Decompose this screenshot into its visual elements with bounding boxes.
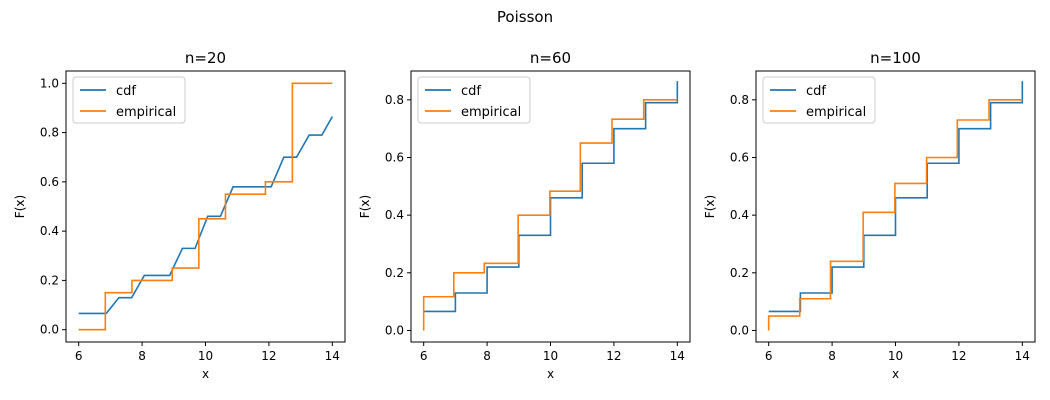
y-tick-label: 0.2 [385, 266, 404, 280]
y-tick-label: 0.8 [40, 126, 59, 140]
y-axis-label: F(x) [358, 195, 372, 218]
x-axis-label: x [547, 367, 554, 381]
y-tick-label: 0.0 [730, 323, 749, 337]
y-tick-label: 0.6 [730, 150, 749, 164]
y-tick-label: 0.8 [730, 93, 749, 107]
x-tick-label: 8 [828, 349, 836, 363]
legend-label-empirical: empirical [116, 105, 176, 120]
series-line-empirical [767, 99, 1023, 331]
y-tick-label: 0.0 [385, 323, 404, 337]
x-tick-label: 14 [325, 349, 340, 363]
y-tick-label: 1.0 [40, 76, 59, 90]
x-tick-label: 12 [606, 349, 621, 363]
x-tick-label: 8 [138, 349, 146, 363]
legend-label-empirical: empirical [461, 105, 521, 120]
x-tick-label: 10 [543, 349, 558, 363]
chart-panel-3: 6 8 10 12 14 0.0 0.2 0.4 0.6 0.8 n=100 x F(x) cdf empi… [703, 49, 1036, 381]
legend-label-empirical: empirical [806, 105, 866, 120]
x-tick-label: 10 [888, 349, 903, 363]
x-tick-label: 10 [198, 349, 213, 363]
figure-suptitle: Poisson [497, 8, 553, 26]
x-tick-label: 8 [483, 349, 491, 363]
panel-title: n=100 [870, 49, 921, 67]
x-tick-label: 12 [951, 349, 966, 363]
x-tick-label: 14 [1015, 349, 1030, 363]
x-axis-label: x [892, 367, 899, 381]
x-tick-label: 6 [765, 349, 773, 363]
y-tick-label: 0.2 [730, 266, 749, 280]
chart-panel-1: 6 8 10 12 14 0.0 0.2 0.4 0.6 0.8 1.0 n=20 x F(x) cdf em… [13, 49, 346, 381]
legend: cdf empirical [417, 76, 531, 124]
y-tick-label: 0.6 [40, 175, 59, 189]
y-axis-label: F(x) [703, 195, 717, 218]
series-line-empirical [78, 82, 333, 331]
y-tick-label: 0.8 [385, 93, 404, 107]
panel-title: n=60 [530, 49, 571, 67]
x-axis-label: x [202, 367, 209, 381]
y-axis-label: F(x) [13, 195, 27, 218]
y-tick-label: 0.6 [385, 150, 404, 164]
series-line-empirical [422, 99, 678, 331]
legend-label-cdf: cdf [461, 84, 481, 99]
series-line-cdf [78, 116, 334, 315]
x-tick-label: 12 [261, 349, 276, 363]
y-tick-label: 0.4 [385, 208, 404, 222]
y-tick-label: 0.2 [40, 273, 59, 287]
legend: cdf empirical [72, 76, 186, 124]
x-tick-label: 14 [670, 349, 685, 363]
x-tick-label: 6 [75, 349, 83, 363]
legend-label-cdf: cdf [116, 84, 136, 99]
legend-label-cdf: cdf [806, 84, 826, 99]
y-tick-label: 0.4 [40, 224, 59, 238]
x-tick-label: 6 [420, 349, 428, 363]
panel-title: n=20 [185, 49, 226, 67]
y-tick-label: 0.0 [40, 323, 59, 337]
chart-panel-2: 6 8 10 12 14 0.0 0.2 0.4 0.6 0.8 n=60 x F(x) cdf empir… [358, 49, 691, 381]
legend: cdf empirical [762, 76, 876, 124]
y-tick-label: 0.4 [730, 208, 749, 222]
